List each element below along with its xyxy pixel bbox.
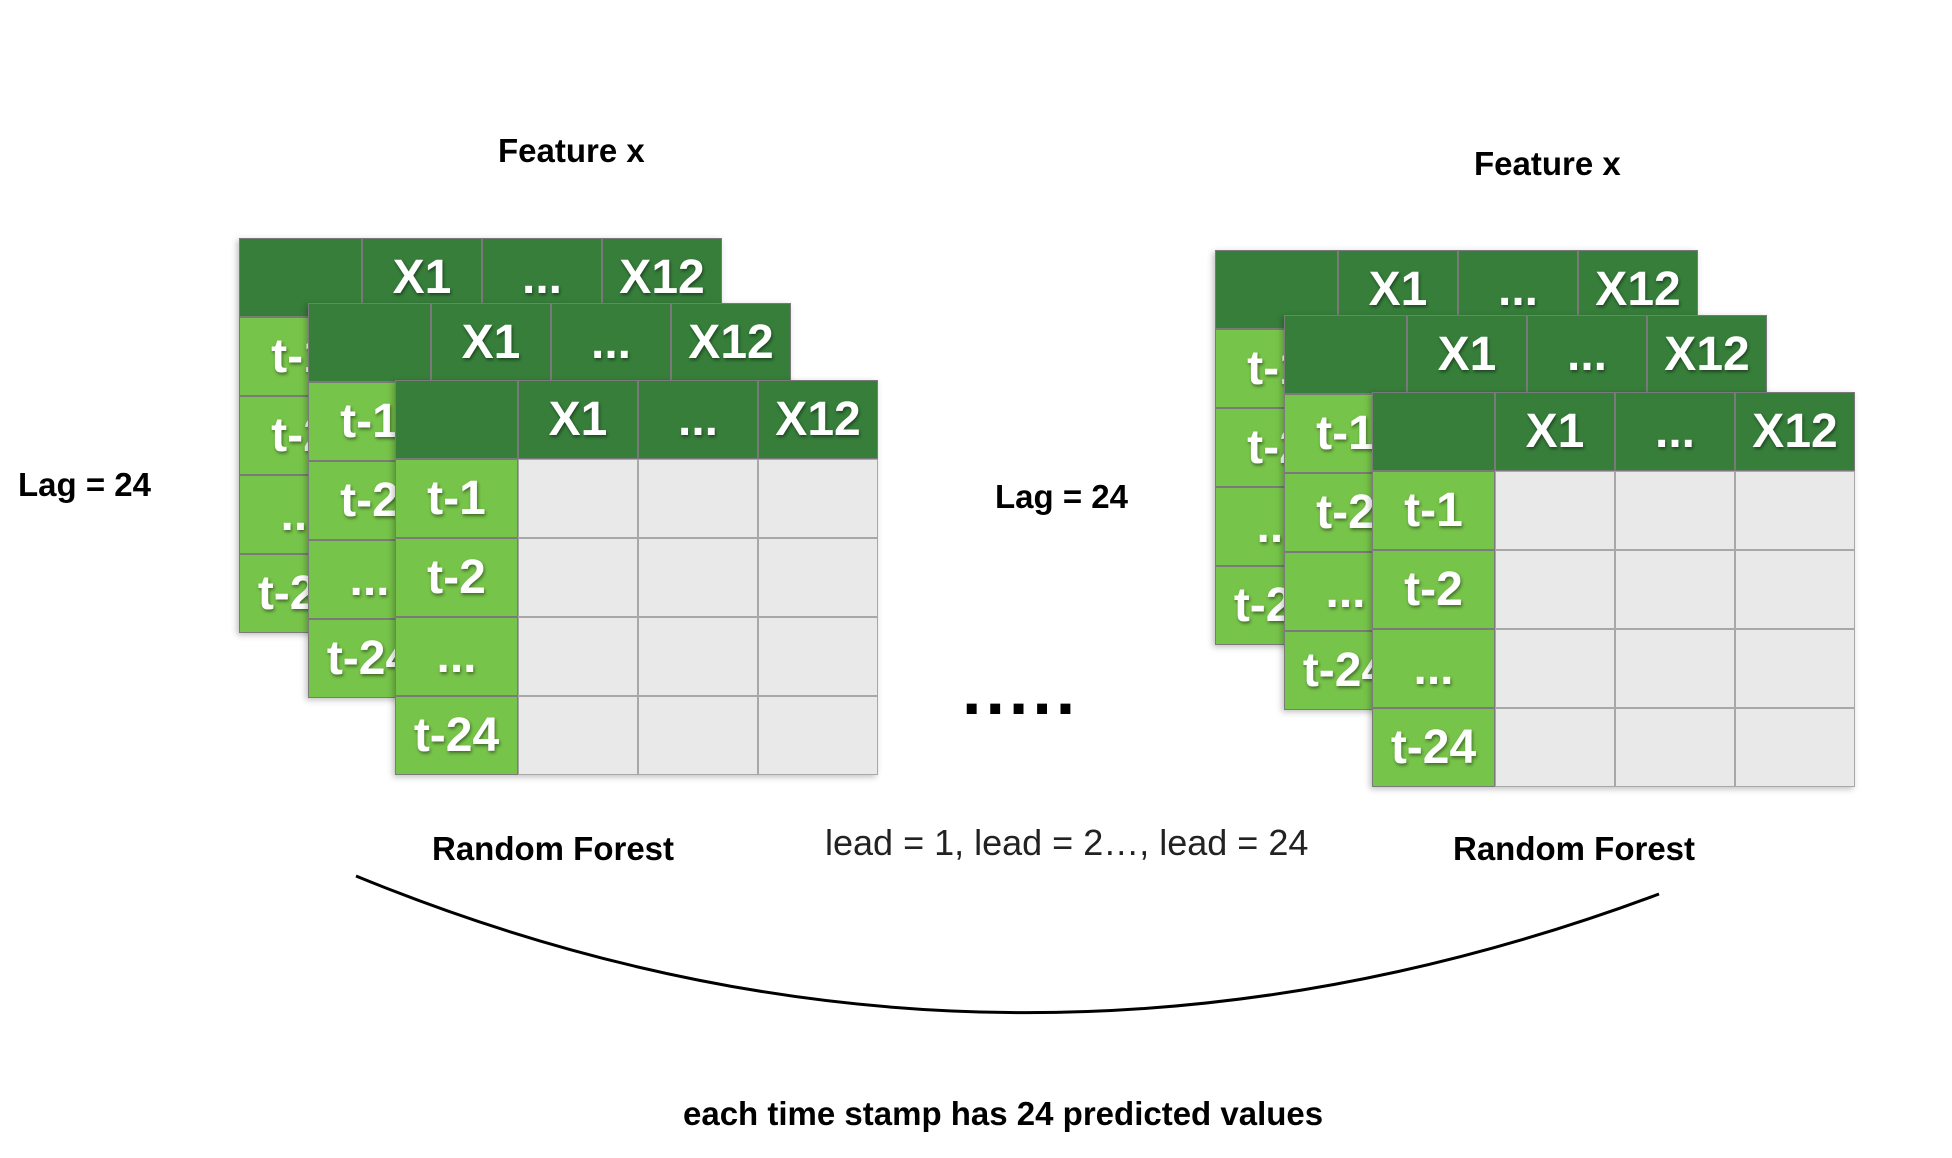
row-header-cell: ... <box>1372 629 1495 708</box>
row-header-cell: t-1 <box>395 459 518 538</box>
row-header-cell: t-24 <box>1372 708 1495 787</box>
table-body-cell <box>518 617 638 696</box>
table-body-cell <box>638 617 758 696</box>
column-header-cell: X12 <box>1735 392 1855 471</box>
table-body-cell <box>1495 708 1615 787</box>
column-header-cell: X12 <box>671 303 791 382</box>
table-body-cell <box>1735 629 1855 708</box>
column-header-cell: X1 <box>518 380 638 459</box>
left-model-label: Random Forest <box>432 830 675 867</box>
left-feature-label: Feature x <box>498 132 645 169</box>
table-body-cell <box>518 696 638 775</box>
row-header-cell: t-1 <box>1372 471 1495 550</box>
column-header-cell: X12 <box>758 380 878 459</box>
header-corner-cell <box>308 303 431 382</box>
column-header-cell: ... <box>551 303 671 382</box>
header-corner-cell <box>1372 392 1495 471</box>
row-header-cell: ... <box>395 617 518 696</box>
column-header-cell: ... <box>1527 315 1647 394</box>
table-body-cell <box>1495 550 1615 629</box>
table-body-cell <box>1615 708 1735 787</box>
header-corner-cell <box>395 380 518 459</box>
table-body-cell <box>1495 471 1615 550</box>
column-header-cell: X1 <box>1407 315 1527 394</box>
table-body-cell <box>1495 629 1615 708</box>
header-corner-cell <box>239 238 362 317</box>
table-body-cell <box>1615 471 1735 550</box>
table-body-cell <box>1735 471 1855 550</box>
right-feature-label: Feature x <box>1474 145 1621 182</box>
feature-table-3: X1... X12 t-1 t-2... t-24 <box>1372 392 1855 787</box>
column-header-cell: X1 <box>1495 392 1615 471</box>
feature-table-3: X1... X12 t-1 t-2... t-24 <box>395 380 878 775</box>
row-header-cell: t-2 <box>395 538 518 617</box>
table-body-cell <box>758 459 878 538</box>
left-lag-label: Lag = 24 <box>18 466 151 503</box>
table-body-cell <box>1735 550 1855 629</box>
table-body-cell <box>758 538 878 617</box>
table-body-cell <box>518 459 638 538</box>
right-lag-label: Lag = 24 <box>995 478 1128 515</box>
ellipsis-separator: ..... <box>962 651 1080 729</box>
row-header-cell: t-24 <box>395 696 518 775</box>
column-header-cell: ... <box>638 380 758 459</box>
table-body-cell <box>758 617 878 696</box>
table-body-cell <box>638 538 758 617</box>
table-body-cell <box>1615 629 1735 708</box>
row-header-cell: t-2 <box>1372 550 1495 629</box>
table-body-cell <box>1615 550 1735 629</box>
header-corner-cell <box>1284 315 1407 394</box>
table-body-cell <box>758 696 878 775</box>
table-body-cell <box>638 696 758 775</box>
lead-text: lead = 1, lead = 2…, lead = 24 <box>825 822 1309 863</box>
arc-curve <box>355 874 1660 1015</box>
column-header-cell: ... <box>1615 392 1735 471</box>
table-body-cell <box>638 459 758 538</box>
right-model-label: Random Forest <box>1453 830 1696 867</box>
table-body-cell <box>1735 708 1855 787</box>
column-header-cell: X12 <box>1647 315 1767 394</box>
caption: each time stamp has 24 predicted values <box>683 1095 1324 1132</box>
column-header-cell: X1 <box>431 303 551 382</box>
table-body-cell <box>518 538 638 617</box>
